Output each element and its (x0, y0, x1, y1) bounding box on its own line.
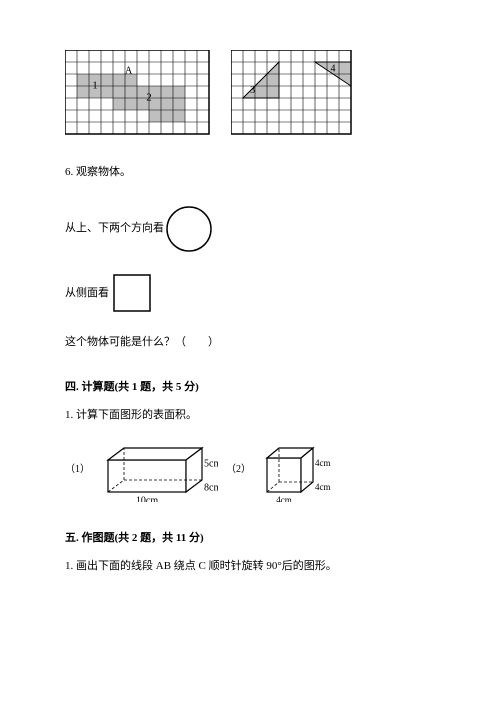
q6-title: 6. 观察物体。 (65, 164, 435, 182)
q6-view-top-front-row: 从上、下两个方向看 (65, 204, 435, 254)
svg-text:8cm: 8cm (204, 483, 218, 494)
svg-text:4cm: 4cm (315, 482, 331, 492)
section5-heading: 五. 作图题(共 2 题，共 11 分) (65, 530, 435, 548)
svg-text:4cm: 4cm (276, 495, 292, 502)
solids-row: （1） 10cm 8cm 5cm （2） 4cm 4cm 4cm (65, 438, 435, 502)
circle-shape (164, 204, 214, 254)
section4-heading: 四. 计算题(共 1 题，共 5 分) (65, 379, 435, 397)
svg-text:5cm: 5cm (204, 459, 218, 470)
q6-view-side-label: 从侧面看 (65, 285, 109, 303)
svg-text:3: 3 (250, 85, 255, 96)
worksheet-page: A12 34 6. 观察物体。 从上、下两个方向看 从侧面看 这个物体可能是什么… (0, 0, 500, 707)
grid-right: 34 (231, 50, 353, 136)
svg-text:2: 2 (146, 92, 152, 104)
svg-text:4cm: 4cm (315, 458, 331, 468)
svg-text:A: A (125, 65, 133, 76)
svg-text:10cm: 10cm (136, 496, 158, 503)
svg-text:1: 1 (92, 80, 98, 92)
section4-q1: 1. 计算下面图形的表面积。 (65, 407, 435, 425)
cube-figure: 4cm 4cm 4cm (259, 438, 337, 502)
q6-view-top-front-label: 从上、下两个方向看 (65, 220, 164, 238)
grids-row: A12 34 (65, 50, 435, 136)
q6-view-side-row: 从侧面看 (65, 272, 435, 316)
solid1-label: （1） (65, 462, 90, 478)
cuboid-figure: 10cm 8cm 5cm (98, 438, 218, 502)
section5-q1: 1. 画出下面的线段 AB 绕点 C 顺时针旋转 90°后的图形。 (65, 558, 435, 576)
square-shape (111, 272, 155, 316)
svg-text:4: 4 (331, 63, 336, 74)
grid-left: A 1 2 (65, 50, 211, 136)
solid2-label: （2） (226, 462, 251, 478)
q6-question: 这个物体可能是什么？（ ） (65, 334, 435, 352)
